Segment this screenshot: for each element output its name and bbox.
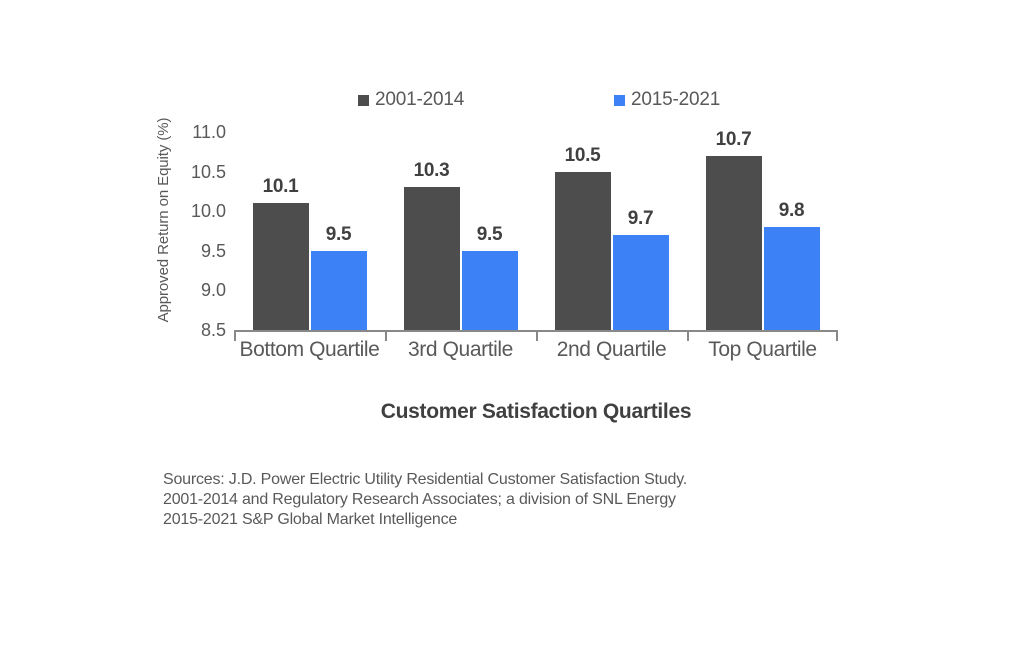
- y-axis-tick-label: 10.0: [190, 201, 226, 222]
- x-axis-category-label: 2nd Quartile: [556, 338, 667, 361]
- bar-value-label: 9.5: [325, 223, 352, 245]
- y-axis-tick-label: 9.0: [200, 280, 226, 301]
- legend-swatch-icon: [614, 94, 625, 106]
- bar-1-0[interactable]: 9.5: [310, 224, 367, 330]
- bar-1-1[interactable]: 9.5: [461, 224, 518, 330]
- x-axis-tick: [234, 331, 236, 341]
- bar-0-1[interactable]: 10.3: [403, 160, 460, 330]
- sources-line-3: 2015-2021 S&P Global Market Intelligence: [163, 511, 458, 528]
- bar-0-0[interactable]: 10.1: [252, 176, 309, 330]
- y-axis-title: Approved Return on Equity (%): [155, 117, 172, 323]
- x-axis-category-label: Top Quartile: [708, 338, 817, 361]
- chart-legend: 2001-2014 2015-2021: [234, 86, 838, 114]
- sources-line-2: 2001-2014 and Regulatory Research Associ…: [163, 491, 676, 508]
- y-axis-tick-label: 8.5: [200, 320, 226, 340]
- bar-value-label: 9.5: [476, 223, 503, 245]
- legend-label: 2001-2014: [375, 89, 465, 110]
- legend-swatch-icon: [358, 94, 369, 106]
- sources-line-1: Sources: J.D. Power Electric Utility Res…: [163, 471, 688, 488]
- bar-0-3[interactable]: 10.7: [705, 129, 762, 330]
- x-axis-title: Customer Satisfaction Quartiles: [380, 400, 692, 423]
- bar-value-label: 9.7: [627, 207, 654, 229]
- x-axis-tick: [385, 331, 387, 341]
- legend-item-2015-2021[interactable]: 2015-2021: [614, 86, 720, 114]
- y-axis-tick-label: 10.5: [190, 161, 226, 182]
- plot-area: 10.1 9.5 10.3 9.5 10.5 9.7 10.7 9.8: [234, 129, 838, 341]
- x-axis-tick: [687, 331, 689, 341]
- x-axis-category-label: 3rd Quartile: [408, 338, 513, 361]
- bar-1-2[interactable]: 9.7: [612, 208, 669, 330]
- bar-value-label: 9.8: [778, 200, 805, 222]
- y-axis-tick-label: 11.0: [192, 122, 226, 142]
- bar-1-3[interactable]: 9.8: [763, 200, 820, 330]
- x-axis-tick: [836, 331, 838, 341]
- legend-item-2001-2014[interactable]: 2001-2014: [358, 86, 464, 114]
- bar-value-label: 10.3: [413, 160, 450, 182]
- legend-label: 2015-2021: [631, 89, 721, 110]
- bar-value-label: 10.5: [564, 144, 601, 166]
- y-axis-tick-label: 9.5: [200, 240, 226, 261]
- bar-value-label: 10.7: [715, 128, 752, 150]
- x-axis-category-label: Bottom Quartile: [239, 338, 380, 361]
- bar-0-2[interactable]: 10.5: [554, 145, 611, 330]
- sources-note: Sources: J.D. Power Electric Utility Res…: [163, 470, 863, 530]
- y-axis-tick-labels: 8.5 9.0 9.5 10.0 10.5 11.0: [178, 122, 226, 340]
- x-axis-category-labels: Bottom Quartile 3rd Quartile 2nd Quartile T…: [234, 338, 838, 368]
- bar-value-label: 10.1: [262, 176, 299, 198]
- x-axis-tick: [536, 331, 538, 341]
